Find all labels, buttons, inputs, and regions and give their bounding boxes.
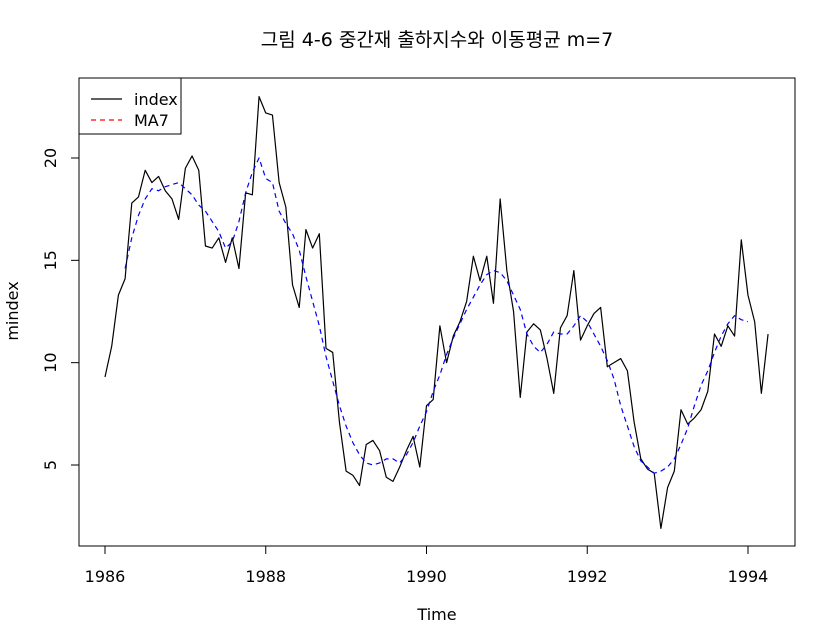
series-line-index	[104, 96, 769, 530]
y-tick-label-10: 10	[41, 352, 60, 372]
legend-label-ma7: MA7	[134, 111, 169, 130]
legend: index MA7	[78, 77, 182, 135]
legend-box	[78, 77, 182, 135]
y-axis-label: mindex	[3, 281, 22, 340]
series-line-ma7	[124, 157, 749, 474]
x-tick-label-1988: 1988	[245, 567, 286, 586]
x-tick-label-1992: 1992	[567, 567, 608, 586]
legend-label-index: index	[134, 90, 178, 109]
y-axis: 5 10 15 20	[41, 148, 80, 470]
y-tick-label-15: 15	[41, 250, 60, 270]
y-tick-label-20: 20	[41, 148, 60, 168]
x-tick-label-1994: 1994	[728, 567, 769, 586]
x-axis: 1986 1988 1990 1992 1994	[85, 545, 769, 586]
x-tick-label-1986: 1986	[85, 567, 126, 586]
x-axis-label: Time	[416, 605, 456, 624]
x-tick-label-1990: 1990	[406, 567, 447, 586]
series-layer	[104, 96, 769, 530]
chart-title: 그림 4-6 중간재 출하지수와 이동평균 m=7	[261, 29, 613, 51]
y-tick-label-5: 5	[41, 460, 60, 470]
plot-frame	[78, 77, 796, 547]
